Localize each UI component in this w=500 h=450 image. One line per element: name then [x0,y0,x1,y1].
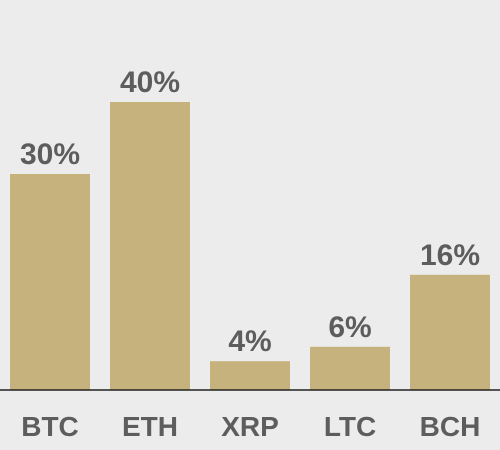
category-labels-group: BTC ETH XRP LTC BCH [21,411,480,442]
category-label-btc: BTC [21,411,79,442]
bar-btc [10,174,90,390]
bar-eth [110,102,190,390]
bars-group [10,102,490,390]
category-label-eth: ETH [122,411,178,442]
category-label-xrp: XRP [221,411,279,442]
value-labels-group: 30% 40% 4% 6% 16% [20,66,480,358]
value-label-btc: 30% [20,138,80,171]
value-label-ltc: 6% [328,311,371,344]
value-label-xrp: 4% [228,325,271,358]
category-label-bch: BCH [420,411,481,442]
bar-bch [410,274,490,390]
category-label-ltc: LTC [324,411,376,442]
bar-xrp [210,361,290,390]
value-label-eth: 40% [120,66,180,99]
bar-ltc [310,346,390,390]
value-label-bch: 16% [420,239,480,272]
